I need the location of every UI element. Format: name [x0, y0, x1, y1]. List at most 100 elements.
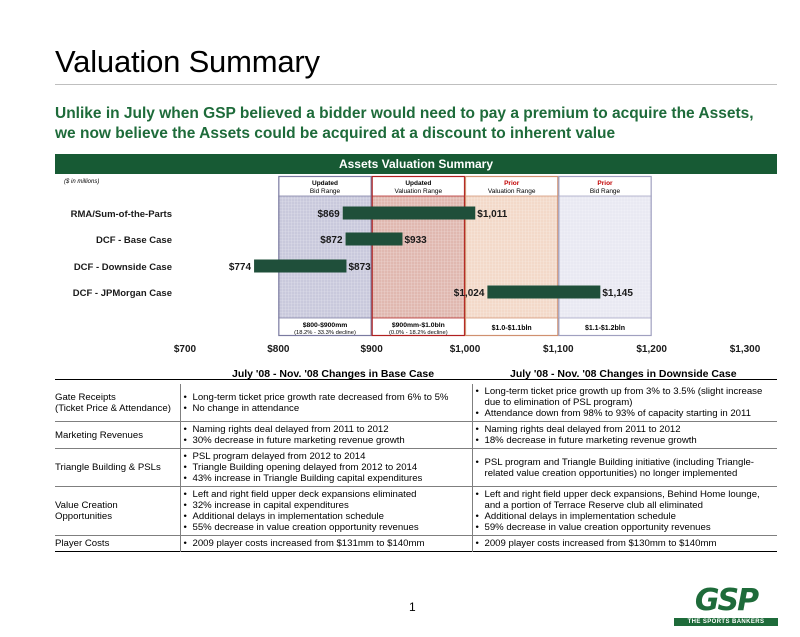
change-bullet: Long-term ticket price growth rate decre… — [183, 392, 470, 403]
x-tick-label: $1,100 — [543, 344, 574, 355]
change-bullet: Left and right field upper deck expansio… — [183, 489, 470, 500]
change-bullet: 2009 player costs increased from $130mm … — [475, 538, 776, 549]
band-header-line1: Prior — [504, 180, 520, 187]
category-label: RMA/Sum-of-the-Parts — [71, 209, 172, 220]
category-line: Gate Receipts — [55, 391, 116, 403]
band-value-label: $900mm-$1.0bln — [392, 322, 445, 329]
base-case-changes: Long-term ticket price growth rate decre… — [179, 384, 472, 422]
change-bullet: Additional delays in implementation sche… — [475, 511, 776, 522]
category-line: (Ticket Price & Attendance) — [55, 402, 171, 414]
changes-table: Gate Receipts (Ticket Price & Attendance)… — [55, 384, 777, 552]
change-bullet: 32% increase in capital expenditures — [183, 500, 470, 511]
band-value-sublabel: (0.0% - 18.2% decline) — [389, 330, 448, 336]
units-note: ($ in millions) — [64, 179, 100, 185]
category-line: Marketing Revenues — [55, 429, 143, 441]
range-bar — [487, 285, 601, 299]
x-tick-label: $1,200 — [636, 344, 667, 355]
changes-row: Marketing Revenues Naming rights deal del… — [55, 421, 777, 449]
changes-header-rule — [55, 379, 777, 380]
base-case-changes: PSL program delayed from 2012 to 2014Tri… — [179, 448, 472, 487]
band-value-label: $1.0-$1.1bln — [492, 325, 532, 332]
change-bullet: No change in attendance — [183, 403, 470, 414]
change-bullet: Naming rights deal delayed from 2011 to … — [475, 424, 776, 435]
category-line: Value Creation — [55, 500, 118, 511]
change-bullet: Long-term ticket price growth up from 3%… — [475, 386, 776, 408]
change-bullet: PSL program delayed from 2012 to 2014 — [183, 451, 470, 462]
band-header-line1: Prior — [597, 180, 613, 187]
logo-tagline: THE SPORTS BANKERS — [674, 618, 778, 626]
band-header-line2: Bid Range — [310, 188, 341, 195]
downside-case-changes: Long-term ticket price growth up from 3%… — [471, 384, 777, 422]
band-value-label: $800-$900mm — [303, 322, 348, 329]
band-header-line2: Bid Range — [590, 188, 621, 195]
range-low-label: $774 — [229, 262, 252, 273]
changes-category: Player Costs — [55, 536, 180, 552]
x-tick-label: $800 — [267, 344, 290, 355]
changes-row: Triangle Building & PSLs PSL program dela… — [55, 448, 777, 487]
category-line: Opportunities — [55, 511, 113, 522]
category-label: DCF - Base Case — [96, 235, 172, 246]
base-case-changes: 2009 player costs increased from $131mm … — [179, 535, 472, 552]
changes-category: Marketing Revenues — [55, 422, 180, 449]
downside-case-header: July '08 - Nov. '08 Changes in Downside … — [510, 368, 737, 380]
title-rule — [55, 84, 777, 85]
page-number: 1 — [409, 600, 416, 614]
base-case-changes: Naming rights deal delayed from 2011 to … — [179, 421, 472, 449]
base-case-header: July '08 - Nov. '08 Changes in Base Case — [232, 368, 435, 380]
gsp-logo: GSP THE SPORTS BANKERS — [674, 585, 778, 629]
range-low-label: $872 — [320, 235, 343, 246]
section-title: Assets Valuation Summary — [55, 154, 777, 174]
change-bullet: Attendance down from 98% to 93% of capac… — [475, 408, 776, 419]
downside-case-changes: Naming rights deal delayed from 2011 to … — [471, 421, 777, 449]
band-header-line1: Updated — [405, 180, 431, 187]
reference-band-border — [464, 175, 559, 337]
category-line: Triangle Building & PSLs — [55, 462, 161, 473]
reference-band-texture — [558, 196, 652, 318]
change-bullet: 43% increase in Triangle Building capita… — [183, 473, 470, 484]
x-tick-label: $700 — [174, 344, 197, 355]
change-bullet: PSL program and Triangle Building initia… — [475, 457, 776, 479]
changes-row: Value CreationOpportunitiesLeft and righ… — [55, 486, 777, 536]
downside-case-changes: PSL program and Triangle Building initia… — [471, 448, 777, 487]
reference-band-border — [371, 175, 466, 337]
category-label: DCF - Downside Case — [74, 262, 172, 273]
x-tick-label: $1,000 — [450, 344, 481, 355]
band-value-label: $1.1-$1.2bln — [585, 325, 625, 332]
logo-wordmark: GSP — [694, 583, 759, 618]
change-bullet: Left and right field upper deck expansio… — [475, 489, 776, 511]
range-high-label: $873 — [348, 262, 371, 273]
page-title: Valuation Summary — [55, 44, 320, 79]
range-high-label: $1,145 — [602, 288, 633, 299]
page-subtitle: Unlike in July when GSP believed a bidde… — [55, 105, 754, 142]
band-value-sublabel: (18.2% - 33.3% decline) — [294, 330, 356, 336]
change-bullet: 18% decrease in future marketing revenue… — [475, 435, 776, 446]
x-tick-label: $900 — [361, 344, 384, 355]
changes-category: Triangle Building & PSLs — [55, 449, 180, 487]
band-header-line1: Updated — [312, 180, 338, 187]
change-bullet: 2009 player costs increased from $131mm … — [183, 538, 470, 549]
change-bullet: 59% decrease in value creation opportuni… — [475, 522, 776, 533]
category-label: DCF - JPMorgan Case — [73, 288, 172, 299]
change-bullet: 55% decrease in value creation opportuni… — [183, 522, 470, 533]
range-high-label: $1,011 — [477, 209, 507, 220]
changes-category: Value Creation Opportunities — [55, 487, 180, 536]
downside-case-changes: Left and right field upper deck expansio… — [471, 486, 777, 536]
downside-case-changes: 2009 player costs increased from $130mm … — [471, 535, 777, 552]
band-header-line2: Valuation Range — [395, 188, 443, 195]
range-low-label: $869 — [317, 209, 340, 220]
range-high-label: $933 — [404, 235, 427, 246]
category-line: Player Costs — [55, 538, 110, 549]
range-low-label: $1,024 — [454, 288, 485, 299]
changes-row: Gate Receipts (Ticket Price & Attendance)… — [55, 384, 777, 422]
changes-category: Gate Receipts (Ticket Price & Attendance) — [55, 384, 180, 422]
x-tick-label: $1,300 — [730, 344, 761, 355]
change-bullet: Additional delays in implementation sche… — [183, 511, 470, 522]
range-bar — [254, 259, 347, 273]
reference-band-border — [558, 175, 652, 337]
change-bullet: Naming rights deal delayed from 2011 to … — [183, 424, 470, 435]
reference-band-border — [278, 175, 372, 337]
changes-row: Player Costs 2009 player costs increased … — [55, 535, 777, 552]
base-case-changes: Left and right field upper deck expansio… — [179, 486, 472, 536]
band-header-line2: Valuation Range — [488, 188, 536, 195]
